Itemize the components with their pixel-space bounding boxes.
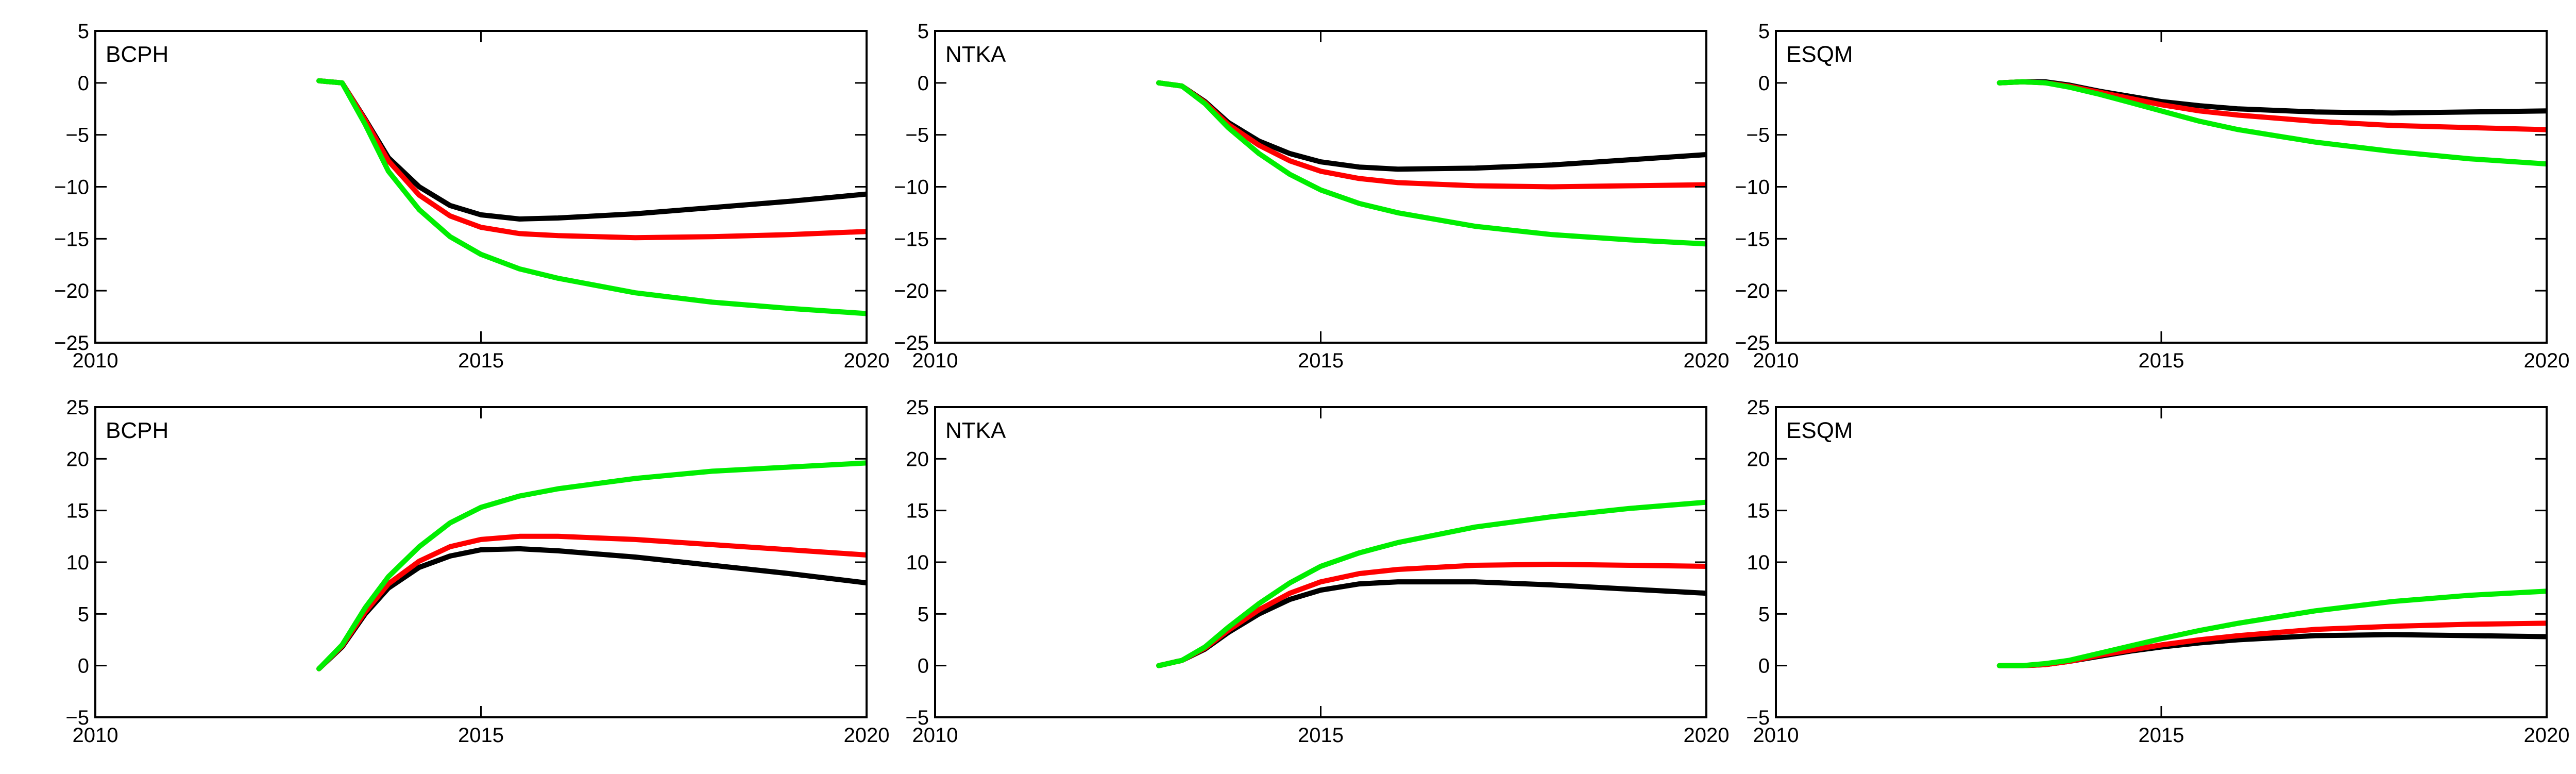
x-tick-label: 2010 bbox=[73, 724, 118, 747]
chart-panel-3: −25 −20 −15 −10 −5 0 5 2010 2015 2020 ESQM bbox=[1735, 20, 2569, 372]
x-tick-label: 2010 bbox=[1753, 724, 1799, 747]
y-tick-label: −20 bbox=[54, 280, 89, 302]
panel-title: ESQM bbox=[1786, 42, 1853, 67]
panel-title: BCPH bbox=[106, 418, 168, 443]
green-series-line bbox=[1996, 79, 2547, 167]
y-tick-label: 5 bbox=[78, 20, 89, 43]
y-tick-label: 0 bbox=[918, 655, 929, 678]
x-tick-label: 2020 bbox=[844, 349, 890, 372]
chart-panel-1: −25 −20 −15 −10 −5 0 5 2010 2015 2020 BCPH bbox=[54, 20, 889, 372]
x-tick-label: 2020 bbox=[2524, 349, 2570, 372]
y-tick-label: −5 bbox=[1746, 124, 1770, 147]
x-tick-label: 2010 bbox=[912, 349, 958, 372]
y-tick-label: 15 bbox=[1747, 500, 1770, 523]
x-tick-label: 2020 bbox=[1684, 724, 1730, 747]
y-tick-label: 15 bbox=[66, 500, 90, 523]
x-tick-label: 2020 bbox=[844, 724, 890, 747]
y-tick-label: −10 bbox=[1735, 176, 1770, 199]
green-series-line bbox=[316, 78, 867, 316]
y-tick-label: 10 bbox=[66, 551, 90, 574]
y-tick-label: 25 bbox=[1747, 396, 1770, 419]
y-tick-label: 5 bbox=[1758, 20, 1770, 43]
x-tick-label: 2015 bbox=[1298, 349, 1344, 372]
chart-panel-6: −5 0 5 10 15 20 25 2010 2015 2020 ESQM bbox=[1746, 396, 2569, 747]
y-tick-label: 5 bbox=[918, 603, 929, 626]
y-tick-label: 5 bbox=[1758, 603, 1770, 626]
panel-title: NTKA bbox=[945, 42, 1006, 67]
panel-title: NTKA bbox=[945, 418, 1006, 443]
y-tick-label: −5 bbox=[65, 706, 89, 729]
y-tick-label: 25 bbox=[66, 396, 90, 419]
chart-panel-5: −5 0 5 10 15 20 25 2010 2015 2020 NTKA bbox=[905, 396, 1729, 747]
y-tick-label: −20 bbox=[894, 280, 929, 302]
y-tick-label: 0 bbox=[1758, 72, 1770, 95]
x-tick-label: 2010 bbox=[1753, 349, 1799, 372]
y-tick-label: 25 bbox=[906, 396, 929, 419]
y-tick-label: 15 bbox=[906, 500, 929, 523]
y-tick-label: −5 bbox=[65, 124, 89, 147]
chart-panel-4: −5 0 5 10 15 20 25 2010 2015 2020 BCPH bbox=[65, 396, 889, 747]
y-tick-label: 20 bbox=[906, 448, 929, 470]
green-series-line bbox=[1156, 499, 1706, 668]
y-tick-label: 5 bbox=[918, 20, 929, 43]
green-series-line bbox=[1156, 80, 1706, 247]
y-tick-label: 20 bbox=[1747, 448, 1770, 470]
y-tick-label: −5 bbox=[905, 124, 929, 147]
green-series-line bbox=[316, 460, 867, 671]
y-tick-label: −15 bbox=[894, 228, 929, 250]
y-tick-label: −25 bbox=[54, 332, 89, 355]
y-tick-label: −5 bbox=[1746, 706, 1770, 729]
x-tick-label: 2010 bbox=[912, 724, 958, 747]
plot-frame bbox=[1775, 406, 2548, 718]
y-tick-label: −25 bbox=[894, 332, 929, 355]
plot-frame bbox=[94, 406, 868, 718]
y-tick-label: −15 bbox=[54, 228, 89, 250]
black-series-line bbox=[1156, 80, 1706, 172]
y-tick-label: 10 bbox=[1747, 551, 1770, 574]
y-tick-label: 0 bbox=[78, 72, 89, 95]
y-tick-label: 0 bbox=[1758, 655, 1770, 678]
plot-frame bbox=[94, 30, 868, 344]
panel-title: ESQM bbox=[1786, 418, 1853, 443]
x-tick-label: 2020 bbox=[2524, 724, 2570, 747]
x-tick-label: 2015 bbox=[2139, 349, 2184, 372]
x-tick-label: 2015 bbox=[2139, 724, 2184, 747]
x-tick-label: 2010 bbox=[73, 349, 118, 372]
y-tick-label: −15 bbox=[1735, 228, 1770, 250]
y-tick-label: 10 bbox=[906, 551, 929, 574]
green-series-line bbox=[1996, 588, 2547, 668]
y-tick-label: −5 bbox=[905, 706, 929, 729]
plot-frame bbox=[1775, 30, 2548, 344]
y-tick-label: −25 bbox=[1735, 332, 1770, 355]
y-tick-label: −10 bbox=[894, 176, 929, 199]
chart-panel-2: −25 −20 −15 −10 −5 0 5 2010 2015 2020 NTKA bbox=[894, 20, 1729, 372]
x-tick-label: 2015 bbox=[458, 724, 504, 747]
y-tick-label: −10 bbox=[54, 176, 89, 199]
x-tick-label: 2020 bbox=[1684, 349, 1730, 372]
y-tick-label: −20 bbox=[1735, 280, 1770, 302]
panel-title: BCPH bbox=[106, 42, 168, 67]
x-tick-label: 2015 bbox=[1298, 724, 1344, 747]
y-tick-label: 0 bbox=[78, 655, 89, 678]
x-tick-label: 2015 bbox=[458, 349, 504, 372]
y-tick-label: 0 bbox=[918, 72, 929, 95]
y-tick-label: 20 bbox=[66, 448, 90, 470]
black-series-line bbox=[316, 78, 867, 222]
y-tick-label: 5 bbox=[78, 603, 89, 626]
